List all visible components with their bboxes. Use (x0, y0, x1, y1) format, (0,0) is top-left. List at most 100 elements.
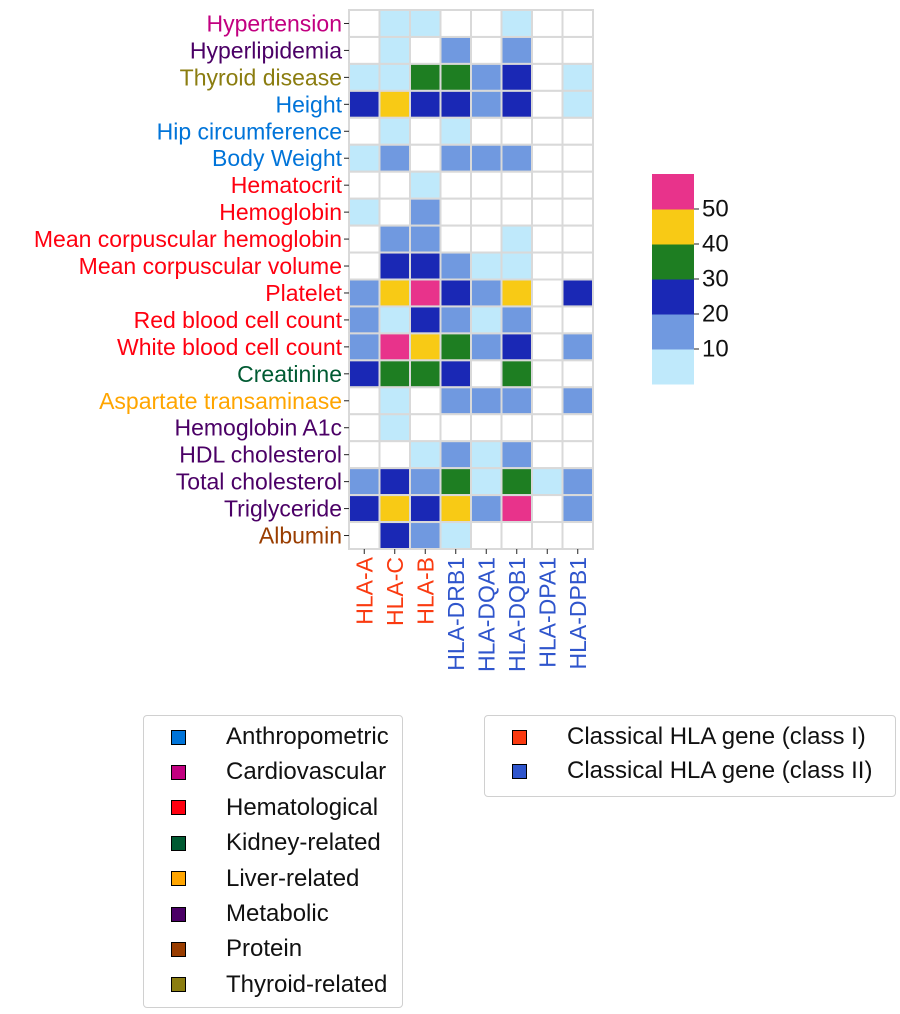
heatmap-cell-hyperlipidemia-hla-dqb1 (500, 35, 533, 65)
legend-label: Classical HLA gene (class I) (567, 723, 866, 750)
legend-label: Classical HLA gene (class II) (567, 757, 873, 784)
heatmap-cell-hdl-cholesterol-hla-dqb1 (500, 440, 533, 470)
heatmap-cell-body-weight-hla-a (348, 143, 381, 173)
heatmap-cell-body-weight-hla-dqb1 (500, 143, 533, 173)
heatmap-cell-triglyceride-hla-drb1 (439, 494, 472, 524)
heatmap-cell-height-hla-c (378, 89, 411, 119)
heatmap-cell-hyperlipidemia-hla-dpa1 (531, 35, 564, 65)
colorbar-segment (652, 279, 694, 315)
colorbar-segment (652, 244, 694, 280)
heatmap-cell-hyperlipidemia-hla-b (409, 35, 442, 65)
heatmap-cell-hemoglobin-hla-dqa1 (470, 197, 503, 227)
row-label-albumin: Albumin (259, 523, 342, 549)
heatmap-cell-hdl-cholesterol-hla-c (378, 440, 411, 470)
heatmap-cell-hypertension-hla-dpb1 (561, 9, 594, 38)
heatmap-cell-total-cholesterol-hla-b (409, 467, 442, 497)
heatmap-cell-creatinine-hla-dqb1 (500, 359, 533, 389)
heatmap-cell-hemoglobin-a1c-hla-a (348, 413, 381, 443)
heatmap-cell-aspartate-transaminase-hla-dpb1 (561, 386, 594, 416)
legend-item-hematological: Hematological (144, 793, 378, 823)
colorbar-tick-label: 40 (702, 231, 729, 258)
heatmap-cell-hemoglobin-a1c-hla-dpb1 (561, 413, 594, 443)
heatmap-cell-body-weight-hla-c (378, 143, 411, 173)
heatmap-cell-height-hla-drb1 (439, 89, 472, 119)
heatmap-cell-hemoglobin-hla-drb1 (439, 197, 472, 227)
heatmap-cell-hematocrit-hla-dpa1 (531, 170, 564, 200)
colorbar-segment (652, 174, 694, 210)
legend-label: Liver-related (226, 864, 360, 892)
colorbar-tick-label: 50 (702, 196, 729, 223)
heatmap-cell-white-blood-cell-count-hla-a (348, 332, 381, 362)
heatmap-cell-triglyceride-hla-dpa1 (531, 494, 564, 524)
heatmap-cell-albumin-hla-dpa1 (531, 521, 564, 550)
heatmap-cell-total-cholesterol-hla-a (348, 467, 381, 497)
heatmap-cell-albumin-hla-c (378, 521, 411, 550)
legend-swatch (171, 977, 186, 993)
heatmap-cell-red-blood-cell-count-hla-a (348, 305, 381, 335)
heatmap-cell-mean-corpuscular-volume-hla-a (348, 251, 381, 281)
heatmap-cell-mean-corpuscular-hemoglobin-hla-dqb1 (500, 224, 533, 254)
heatmap-cell-hip-circumference-hla-c (378, 116, 411, 146)
heatmap-cell-hematocrit-hla-drb1 (439, 170, 472, 200)
heatmap-cell-body-weight-hla-dpb1 (561, 143, 594, 173)
colorbar: 10 20 30 40 50 (652, 174, 729, 385)
row-label-triglyceride: Triglyceride (224, 496, 342, 522)
legend-swatch (171, 800, 186, 816)
heatmap-cell-mean-corpuscular-hemoglobin-hla-a (348, 224, 381, 254)
row-label-hemoglobin-a1c: Hemoglobin A1c (175, 415, 343, 441)
heatmap-cell-hip-circumference-hla-dpb1 (561, 116, 594, 146)
heatmap-cell-height-hla-dqb1 (500, 89, 533, 119)
heatmap-cell-mean-corpuscular-volume-hla-drb1 (439, 251, 472, 281)
heatmap-cell-triglyceride-hla-dqa1 (470, 494, 503, 524)
row-label-mean-corpuscular-volume: Mean corpuscular volume (79, 253, 342, 279)
legend-label: Kidney-related (226, 829, 381, 857)
heatmap-cell-hemoglobin-hla-a (348, 197, 381, 227)
heatmap-cell-mean-corpuscular-volume-hla-dqb1 (500, 251, 533, 281)
heatmap-cell-white-blood-cell-count-hla-dqa1 (470, 332, 503, 362)
heatmap-cell-hematocrit-hla-a (348, 170, 381, 200)
heatmap-cell-aspartate-transaminase-hla-dqa1 (470, 386, 503, 416)
heatmap-cells (348, 9, 594, 550)
heatmap-cell-aspartate-transaminase-hla-b (409, 386, 442, 416)
heatmap-cell-red-blood-cell-count-hla-c (378, 305, 411, 335)
row-label-mean-corpuscular-hemoglobin: Mean corpuscular hemoglobin (34, 226, 342, 252)
heatmap-cell-platelet-hla-b (409, 278, 442, 308)
colorbar-segment (652, 209, 694, 245)
heatmap-cell-triglyceride-hla-b (409, 494, 442, 524)
heatmap-cell-hypertension-hla-a (348, 9, 381, 38)
heatmap-cell-hdl-cholesterol-hla-a (348, 440, 381, 470)
heatmap-cell-hdl-cholesterol-hla-drb1 (439, 440, 472, 470)
heatmap-cell-height-hla-dpb1 (561, 89, 594, 119)
legend-label: Metabolic (226, 900, 329, 927)
heatmap-cell-white-blood-cell-count-hla-c (378, 332, 411, 362)
heatmap-cell-aspartate-transaminase-hla-c (378, 386, 411, 416)
heatmap-cell-red-blood-cell-count-hla-dpa1 (531, 305, 564, 335)
heatmap-cell-hip-circumference-hla-a (348, 116, 381, 146)
heatmap-cell-mean-corpuscular-volume-hla-dpa1 (531, 251, 564, 281)
legend-item-thyroid-related: Thyroid-related (144, 970, 387, 1000)
column-label-hla-dqb1: HLA-DQB1 (504, 557, 530, 672)
heatmap-cell-hyperlipidemia-hla-dpb1 (561, 35, 594, 65)
heatmap-cell-creatinine-hla-dqa1 (470, 359, 503, 389)
legend-label: Thyroid-related (226, 970, 388, 998)
heatmap-cell-hemoglobin-hla-dpa1 (531, 197, 564, 227)
heatmap-cell-creatinine-hla-drb1 (439, 359, 472, 389)
legend-item-liver-related: Liver-related (144, 864, 359, 894)
category-legend: Anthropometric Cardiovascular Hematologica… (143, 715, 403, 1008)
row-label-hyperlipidemia: Hyperlipidemia (190, 37, 342, 63)
heatmap-cell-platelet-hla-dpa1 (531, 278, 564, 308)
heatmap-cell-total-cholesterol-hla-c (378, 467, 411, 497)
heatmap-cell-white-blood-cell-count-hla-dqb1 (500, 332, 533, 362)
heatmap-cell-hip-circumference-hla-dqa1 (470, 116, 503, 146)
heatmap-cell-hemoglobin-a1c-hla-drb1 (439, 413, 472, 443)
heatmap-cell-hematocrit-hla-dqb1 (500, 170, 533, 200)
legend-swatch (512, 763, 527, 779)
heatmap-cell-albumin-hla-dqb1 (500, 521, 533, 550)
heatmap-cell-mean-corpuscular-volume-hla-dqa1 (470, 251, 503, 281)
heatmap-cell-mean-corpuscular-hemoglobin-hla-b (409, 224, 442, 254)
row-label-height: Height (276, 91, 343, 117)
heatmap-cell-mean-corpuscular-hemoglobin-hla-dpa1 (531, 224, 564, 254)
row-label-creatinine: Creatinine (237, 361, 342, 387)
heatmap-cell-hypertension-hla-c (378, 9, 411, 38)
heatmap-cell-mean-corpuscular-hemoglobin-hla-dpb1 (561, 224, 594, 254)
